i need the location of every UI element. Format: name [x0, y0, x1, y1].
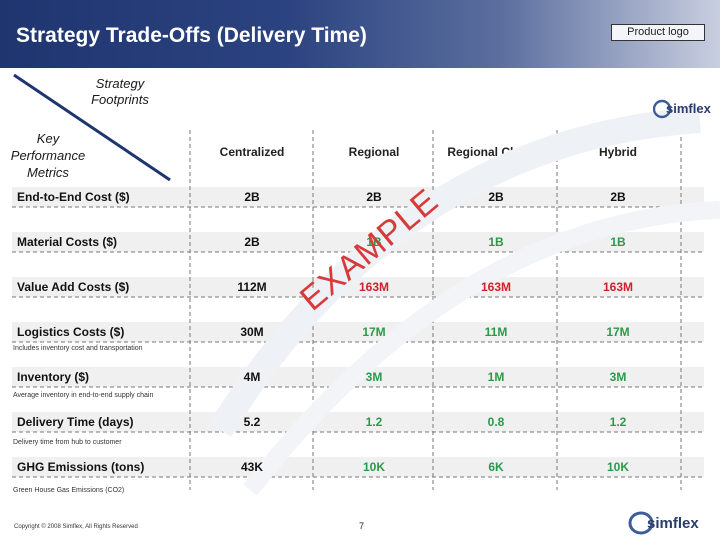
- key-performance-metrics-label: Key Performance Metrics: [10, 131, 86, 180]
- simflex-logo-bottom: simflex: [628, 511, 699, 535]
- cell-regional-closest: 1B: [488, 235, 504, 249]
- cell-regional: 3M: [365, 370, 383, 384]
- row-label-ghg-emissions: GHG Emissions (tons): [17, 460, 145, 474]
- cell-regional-closest: 0.8: [487, 415, 505, 429]
- row-label-delivery-time: Delivery Time (days): [17, 415, 134, 429]
- cell-regional-closest: 11M: [484, 325, 508, 339]
- cell-hybrid: 17M: [606, 325, 630, 339]
- cell-regional: 163M: [358, 280, 390, 294]
- cell-centralized: 2B: [244, 235, 260, 249]
- cell-hybrid: 1.2: [609, 415, 627, 429]
- page-number: 7: [359, 521, 365, 531]
- row-note-delivery-time: Delivery time from hub to customer: [13, 439, 122, 446]
- cell-centralized: 112M: [237, 280, 267, 294]
- cell-centralized: 5.2: [243, 415, 261, 429]
- row-label-end-to-end-cost: End-to-End Cost ($): [17, 190, 130, 204]
- cell-regional-closest: 6K: [488, 460, 504, 474]
- row-band: [12, 457, 704, 477]
- cell-regional: 2B: [366, 190, 382, 204]
- row-note-ghg: Green House Gas Emissions (CO2): [13, 487, 125, 494]
- product-logo-placeholder: Product logo: [611, 24, 705, 41]
- col-header-regional: Regional: [348, 145, 400, 159]
- cell-hybrid: 2B: [610, 190, 626, 204]
- strategy-footprints-label: Strategy Footprints: [91, 76, 149, 107]
- title-bar: Strategy Trade-Offs (Delivery Time) Prod…: [0, 0, 720, 68]
- cell-regional-closest: 2B: [488, 190, 504, 204]
- cell-regional-closest: 1M: [487, 370, 505, 384]
- row-band: [12, 322, 704, 342]
- corner-diagonal: [13, 73, 171, 182]
- row-label-inventory: Inventory ($): [17, 370, 90, 384]
- slide-title: Strategy Trade-Offs (Delivery Time): [16, 24, 367, 47]
- cell-centralized: 30M: [240, 325, 264, 339]
- row-band: [12, 412, 704, 432]
- cell-regional-closest: 163M: [480, 280, 512, 294]
- cell-hybrid: 163M: [602, 280, 634, 294]
- row-note-logistics: Includes inventory cost and transportati…: [13, 345, 143, 352]
- cell-hybrid: 3M: [609, 370, 627, 384]
- row-band: [12, 277, 704, 297]
- col-header-hybrid: Hybrid: [598, 145, 637, 159]
- cell-regional: 10K: [362, 460, 385, 474]
- cell-regional: 17M: [362, 325, 386, 339]
- simflex-logo-text: simflex: [647, 515, 699, 532]
- cell-centralized: 4M: [243, 370, 261, 384]
- row-band: [12, 187, 704, 207]
- cell-centralized: 43K: [240, 460, 263, 474]
- cell-centralized: 2B: [244, 190, 260, 204]
- col-header-centralized: Centralized: [219, 145, 285, 159]
- row-label-material-costs: Material Costs ($): [17, 235, 118, 249]
- simflex-logo-text: simflex: [666, 101, 711, 116]
- row-label-logistics-costs: Logistics Costs ($): [17, 325, 125, 339]
- row-label-value-add-costs: Value Add Costs ($): [17, 280, 130, 294]
- cell-regional: 1.2: [365, 415, 383, 429]
- cell-hybrid: 10K: [606, 460, 629, 474]
- cell-hybrid: 1B: [610, 235, 626, 249]
- copyright-text: Copyright © 2008 Simflex, All Rights Res…: [14, 524, 138, 530]
- cell-regional: 1B: [366, 235, 382, 249]
- row-note-inventory: Average inventory in end-to-end supply c…: [13, 392, 154, 399]
- simflex-logo-top: simflex: [653, 99, 711, 119]
- watermark-swoosh: [208, 107, 720, 496]
